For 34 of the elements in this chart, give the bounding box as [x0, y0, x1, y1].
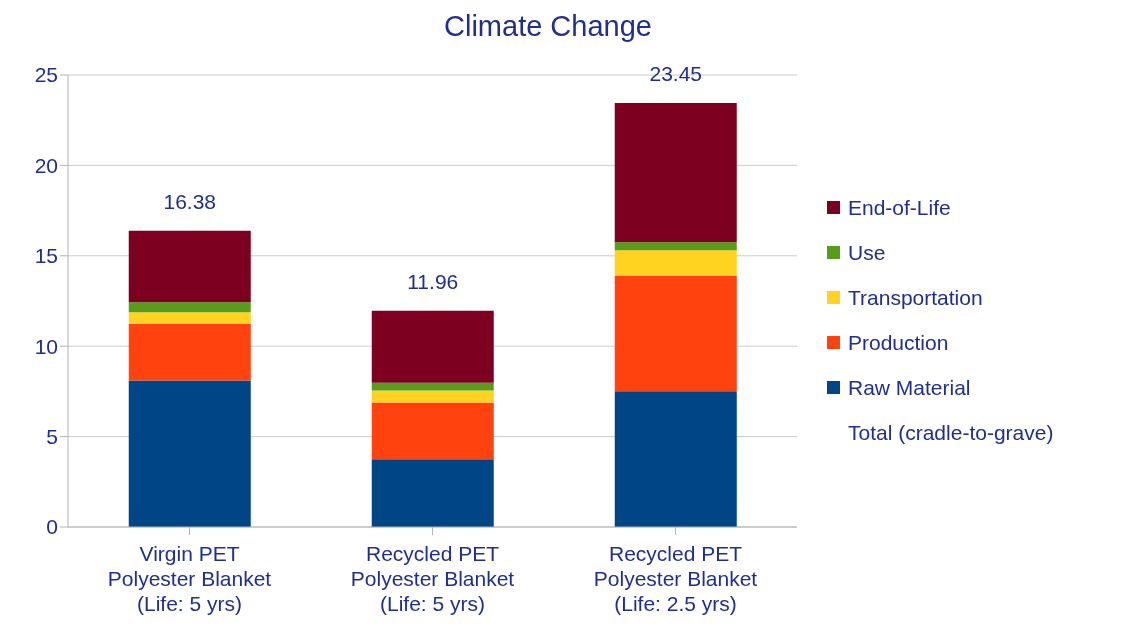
- x-tick-label: Virgin PET Polyester Blanket (Life: 5 yrs): [107, 542, 272, 615]
- chart-title: Climate Change: [443, 10, 653, 43]
- legend-label: End-of-Life: [848, 195, 951, 220]
- legend-label: Transportation: [848, 285, 983, 310]
- bar: [128, 230, 251, 303]
- y-tick-label: 25: [34, 63, 58, 87]
- total-label: 16.38: [163, 189, 217, 213]
- bar: [614, 250, 737, 277]
- legend-label: Use: [848, 240, 886, 265]
- y-tick-label: 10: [34, 334, 58, 358]
- total-label: 23.45: [649, 62, 703, 86]
- x-tick-label: Recycled PET Polyester Blanket (Life: 2.5 yrs): [593, 542, 758, 615]
- bar: [371, 382, 494, 391]
- bar: [371, 402, 494, 460]
- bar: [371, 390, 494, 403]
- bar: [128, 323, 251, 381]
- total-label: 11.96: [407, 269, 459, 293]
- x-tick-label: Recycled PET Polyester Blanket (Life: 5 yrs): [350, 542, 515, 615]
- bar: [371, 459, 494, 527]
- legend-label: Production: [848, 330, 949, 355]
- bar: [128, 302, 251, 313]
- y-tick-label: 5: [46, 425, 58, 449]
- bar: [128, 312, 251, 324]
- y-tick-label: 15: [34, 244, 58, 268]
- bar: [614, 242, 737, 251]
- legend-label: Raw Material: [848, 375, 971, 400]
- bar: [371, 310, 494, 383]
- bar: [614, 276, 737, 392]
- y-tick-label: 0: [46, 515, 58, 539]
- y-tick-label: 20: [34, 153, 58, 177]
- text: Total (cradle-to-grave): [847, 419, 1055, 446]
- bar: [614, 391, 737, 527]
- bar: [614, 103, 737, 243]
- bar: [128, 380, 251, 527]
